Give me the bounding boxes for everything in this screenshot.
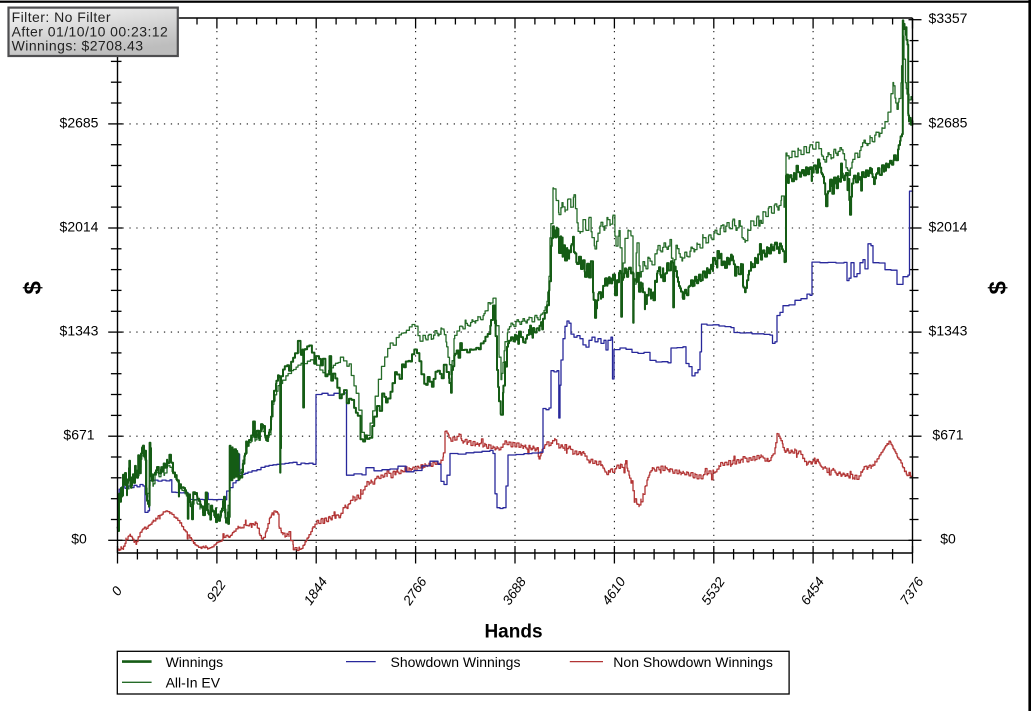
- svg-text:$671: $671: [932, 427, 963, 443]
- svg-text:All-In EV: All-In EV: [166, 675, 221, 691]
- svg-text:$2014: $2014: [929, 218, 968, 234]
- svg-text:$: $: [985, 281, 1012, 295]
- svg-text:After 01/10/10 00:23:12: After 01/10/10 00:23:12: [12, 23, 169, 39]
- svg-text:$: $: [19, 281, 46, 295]
- svg-text:$0: $0: [71, 531, 87, 547]
- svg-text:$3357: $3357: [929, 10, 968, 26]
- svg-text:Hands: Hands: [484, 622, 542, 643]
- svg-text:Winnings: $2708.43: Winnings: $2708.43: [12, 38, 144, 54]
- svg-text:$2014: $2014: [60, 218, 99, 234]
- svg-text:$671: $671: [63, 427, 94, 443]
- svg-text:$1343: $1343: [929, 323, 968, 339]
- svg-text:Non Showdown Winnings: Non Showdown Winnings: [613, 654, 773, 670]
- svg-text:$0: $0: [940, 531, 956, 547]
- svg-text:$2685: $2685: [60, 114, 99, 130]
- svg-text:Winnings: Winnings: [166, 654, 224, 670]
- svg-text:$1343: $1343: [60, 323, 99, 339]
- svg-text:$2685: $2685: [929, 114, 968, 130]
- svg-text:Filter: No Filter: Filter: No Filter: [12, 9, 111, 25]
- svg-text:Showdown Winnings: Showdown Winnings: [391, 654, 521, 670]
